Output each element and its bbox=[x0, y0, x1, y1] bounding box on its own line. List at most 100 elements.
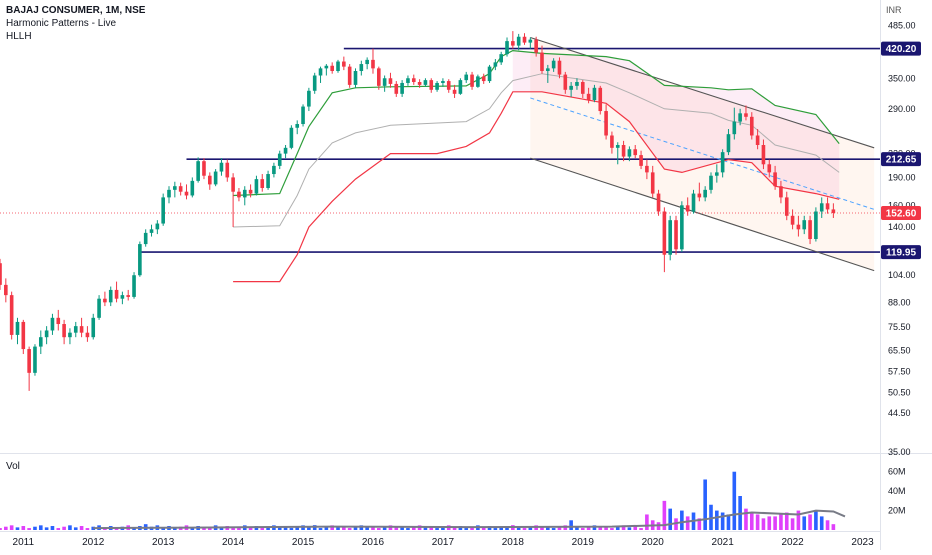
volume-bar bbox=[266, 526, 270, 530]
candle-body bbox=[767, 164, 772, 173]
candle-body bbox=[207, 175, 212, 185]
volume-bar bbox=[441, 526, 445, 530]
candle-body bbox=[406, 78, 410, 83]
price-level-label: 420.20 bbox=[886, 44, 917, 55]
candle-body bbox=[674, 220, 678, 250]
volume-bar bbox=[580, 528, 585, 530]
x-tick-label: 2018 bbox=[502, 537, 525, 548]
candle-body bbox=[493, 62, 498, 67]
candle-body bbox=[656, 193, 661, 212]
candle-body bbox=[202, 161, 206, 176]
currency-label: INR bbox=[886, 5, 902, 15]
x-tick-label: 2022 bbox=[781, 537, 804, 548]
candle-body bbox=[441, 81, 445, 83]
indicator-harmonic-label[interactable]: Harmonic Patterns - Live bbox=[6, 18, 117, 29]
volume-bar bbox=[592, 525, 597, 530]
candle-body bbox=[126, 295, 131, 297]
candle-body bbox=[703, 189, 707, 198]
candle-body bbox=[272, 165, 276, 175]
y-tick-label: 50.50 bbox=[888, 387, 911, 397]
volume-bar bbox=[464, 528, 469, 530]
candle-body bbox=[796, 224, 801, 230]
volume-bar bbox=[726, 514, 731, 530]
candle-body bbox=[709, 175, 713, 190]
y-tick-label: 75.50 bbox=[888, 322, 911, 332]
volume-bar bbox=[429, 526, 434, 530]
candle-body bbox=[575, 82, 579, 86]
volume-bar bbox=[33, 526, 37, 530]
volume-bar bbox=[336, 527, 340, 530]
mid-band-line bbox=[233, 73, 840, 228]
candle-body bbox=[289, 127, 294, 148]
candle-body bbox=[423, 80, 428, 85]
candle-body bbox=[50, 317, 55, 331]
candle-body bbox=[511, 41, 515, 46]
candle-body bbox=[248, 189, 253, 194]
candle-body bbox=[336, 61, 340, 72]
volume-bar bbox=[202, 528, 206, 530]
candle-body bbox=[225, 162, 230, 178]
candle-body bbox=[330, 65, 334, 72]
candle-body bbox=[744, 113, 748, 117]
candle-body bbox=[720, 152, 725, 173]
candle-body bbox=[487, 66, 492, 82]
candle-body bbox=[621, 145, 626, 157]
x-tick-label: 2021 bbox=[712, 537, 735, 548]
candle-body bbox=[173, 186, 177, 190]
volume-bar bbox=[324, 526, 329, 530]
candle-body bbox=[557, 60, 562, 75]
volume-bar bbox=[499, 526, 503, 530]
volume-bar bbox=[680, 510, 684, 530]
price-level-tag bbox=[881, 41, 921, 56]
volume-bar bbox=[615, 526, 620, 530]
volume-bar bbox=[283, 526, 288, 530]
volume-bar bbox=[50, 526, 55, 530]
volume-bar bbox=[819, 516, 824, 530]
candle-body bbox=[132, 275, 136, 297]
volume-bar bbox=[814, 510, 818, 530]
candle-body bbox=[446, 81, 451, 90]
volume-bar bbox=[342, 526, 346, 530]
channel-mid-line bbox=[530, 97, 875, 210]
volume-ma-line bbox=[93, 509, 846, 530]
candle-body bbox=[814, 211, 818, 240]
volume-bar bbox=[610, 528, 614, 530]
candle-body bbox=[417, 82, 422, 85]
candle-body bbox=[155, 223, 160, 230]
candle-body bbox=[283, 147, 288, 154]
indicator-hllh-label[interactable]: HLLH bbox=[6, 31, 32, 42]
candle-body bbox=[56, 317, 61, 325]
volume-bar bbox=[470, 526, 474, 530]
x-tick-label: 2016 bbox=[362, 537, 385, 548]
y-tick-label: 485.00 bbox=[888, 20, 916, 30]
candle-body bbox=[359, 64, 364, 72]
volume-bar bbox=[703, 479, 707, 530]
candle-body bbox=[21, 321, 26, 350]
price-level-tag bbox=[881, 152, 921, 167]
volume-bar bbox=[44, 527, 49, 530]
volume-bar bbox=[27, 528, 31, 530]
candle-body bbox=[237, 191, 241, 198]
candle-body bbox=[476, 76, 480, 87]
candle-body bbox=[231, 177, 235, 192]
volume-bar bbox=[546, 526, 550, 530]
volume-bar bbox=[493, 528, 498, 530]
volume-bar bbox=[639, 528, 643, 530]
y-tick-label: 104.00 bbox=[888, 270, 916, 280]
candle-body bbox=[569, 85, 573, 90]
volume-tick-label: 60M bbox=[888, 467, 906, 477]
volume-bar bbox=[481, 527, 486, 530]
x-tick-label: 2023 bbox=[851, 537, 874, 548]
volume-bar bbox=[237, 526, 241, 530]
volume-bar bbox=[347, 528, 352, 530]
volume-bar bbox=[604, 526, 608, 530]
candle-body bbox=[365, 59, 369, 65]
volume-bar bbox=[715, 510, 719, 530]
volume-bar bbox=[21, 526, 26, 530]
volume-tick-label: 20M bbox=[888, 506, 906, 516]
candle-body bbox=[242, 189, 247, 198]
volume-bar bbox=[516, 526, 521, 530]
volume-bar bbox=[435, 528, 439, 530]
